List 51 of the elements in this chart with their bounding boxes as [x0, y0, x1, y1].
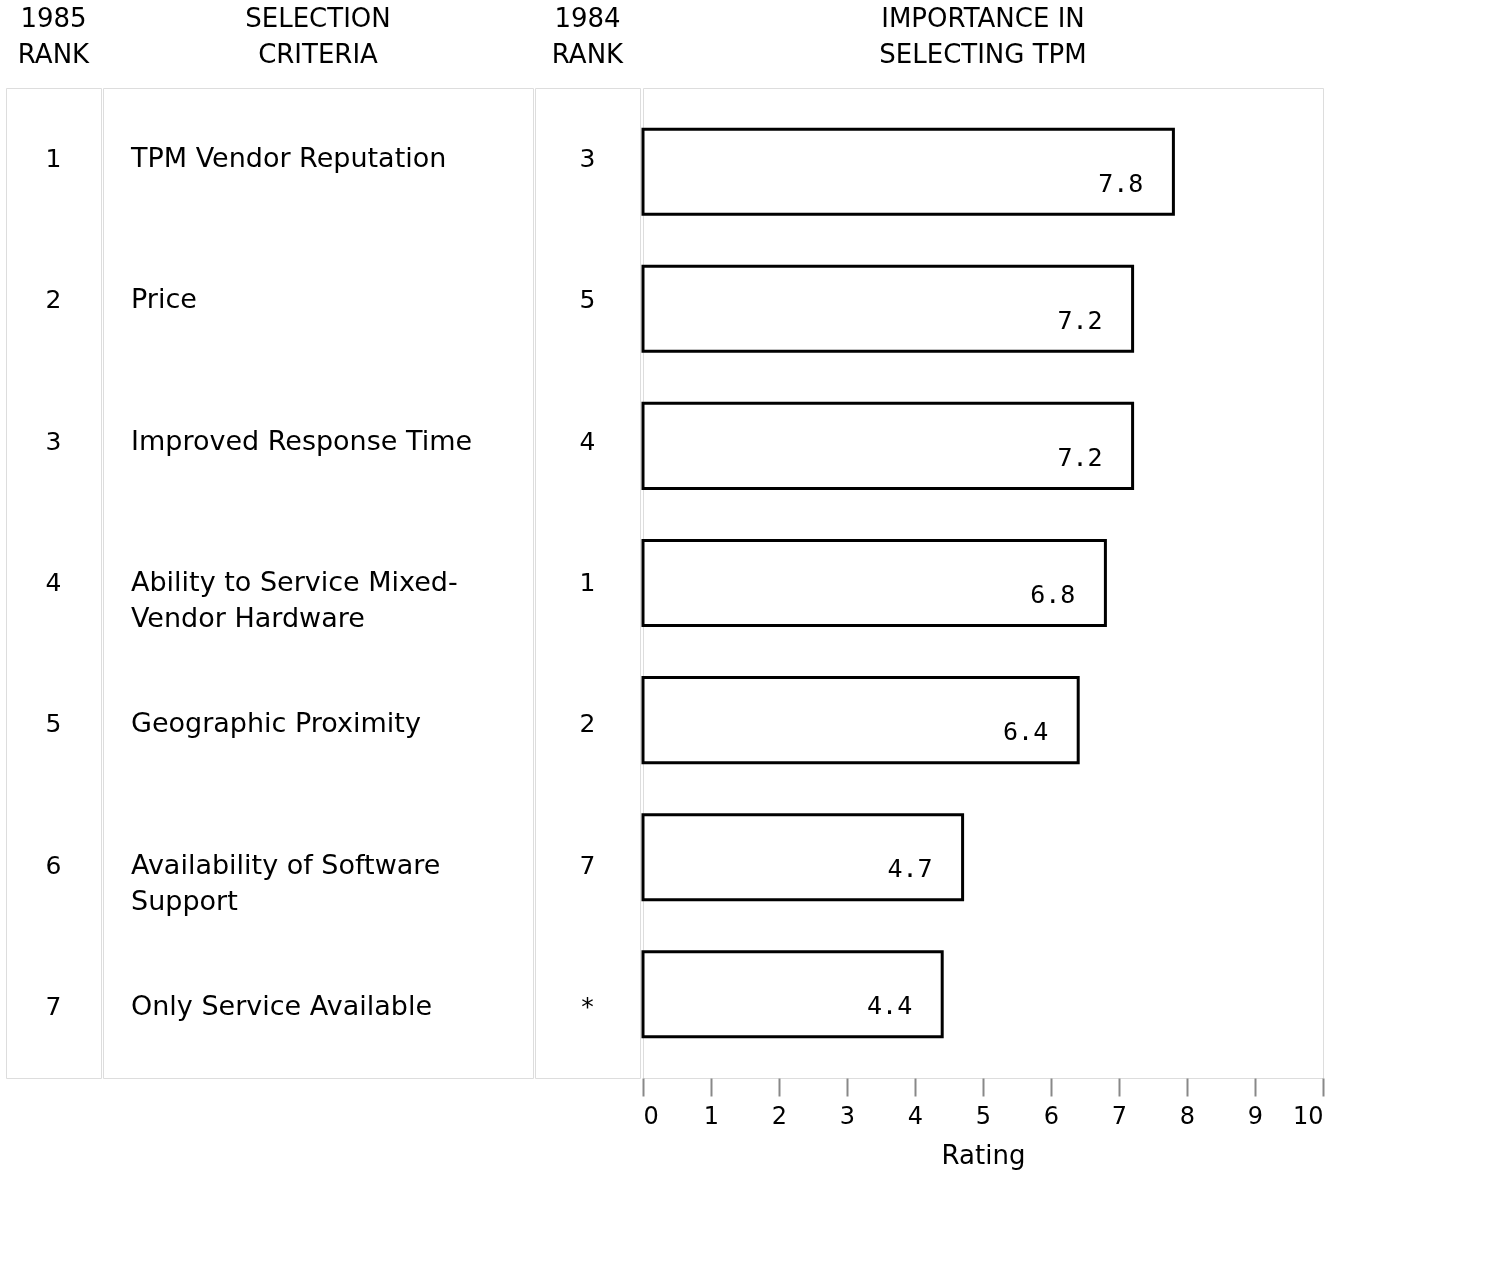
y-tick-label: Ability to Service Mixed- Vendor Hardware: [131, 566, 458, 633]
x-tick-label: 5: [975, 1101, 992, 1130]
bar: [641, 264, 1135, 353]
bar: [641, 538, 1107, 628]
data-label: 6.4: [1003, 717, 1049, 747]
bar: [641, 127, 1175, 216]
x-tick-label: 0: [643, 1101, 659, 1130]
text: 5: [45, 709, 62, 739]
bar: [641, 813, 965, 902]
x-tick-label: 10: [1292, 1101, 1324, 1130]
y-axis-title: SELECTION CRITERIA: [245, 3, 391, 69]
text: 4: [579, 426, 596, 456]
bar: [641, 950, 944, 1039]
data-label: 4.4: [867, 991, 913, 1021]
text: 1985 RANK: [17, 3, 91, 69]
data-label: 7.2: [1057, 442, 1103, 472]
text: 3: [45, 426, 62, 456]
y-tick-label: Only Service Available: [131, 990, 433, 1022]
text: 7: [45, 992, 62, 1022]
data-label: 7.8: [1098, 168, 1144, 198]
text: 2: [579, 709, 596, 739]
text: 1: [45, 143, 62, 173]
text: 3: [579, 143, 596, 173]
bar: [641, 401, 1135, 490]
x-tick-label: 6: [1043, 1101, 1060, 1130]
y-tick-label: Improved Response Time: [131, 424, 473, 456]
bar: [641, 676, 1080, 765]
x-tick-label: 1: [703, 1101, 720, 1130]
y-tick-label: Availability of Software Support: [131, 848, 441, 916]
x-axis-title: Rating: [941, 1139, 1026, 1170]
text: 5: [579, 285, 596, 315]
text: 1: [579, 568, 596, 597]
text: 6: [45, 850, 62, 880]
y-tick-label: TPM Vendor Reputation: [130, 141, 447, 173]
x-tick-label: 8: [1179, 1101, 1196, 1130]
text: 1984 RANK: [551, 3, 625, 69]
data-label: 7.2: [1057, 305, 1103, 335]
text: 7: [579, 850, 596, 880]
x-tick-label: 2: [771, 1101, 788, 1130]
x-tick-label: 9: [1247, 1101, 1264, 1130]
text: *: [581, 992, 594, 1022]
x-tick-label: 7: [1111, 1101, 1128, 1130]
data-label: 6.8: [1030, 580, 1076, 609]
data-label: 4.7: [887, 854, 933, 884]
x-tick-label: 4: [907, 1101, 924, 1130]
text: 4: [45, 568, 62, 597]
y-tick-label: Geographic Proximity: [131, 707, 421, 739]
y-tick-label: Price: [131, 283, 197, 315]
text: 2: [45, 285, 62, 315]
x-tick-label: 3: [839, 1101, 856, 1130]
chart-title: IMPORTANCE IN SELECTING TPM: [879, 3, 1087, 69]
